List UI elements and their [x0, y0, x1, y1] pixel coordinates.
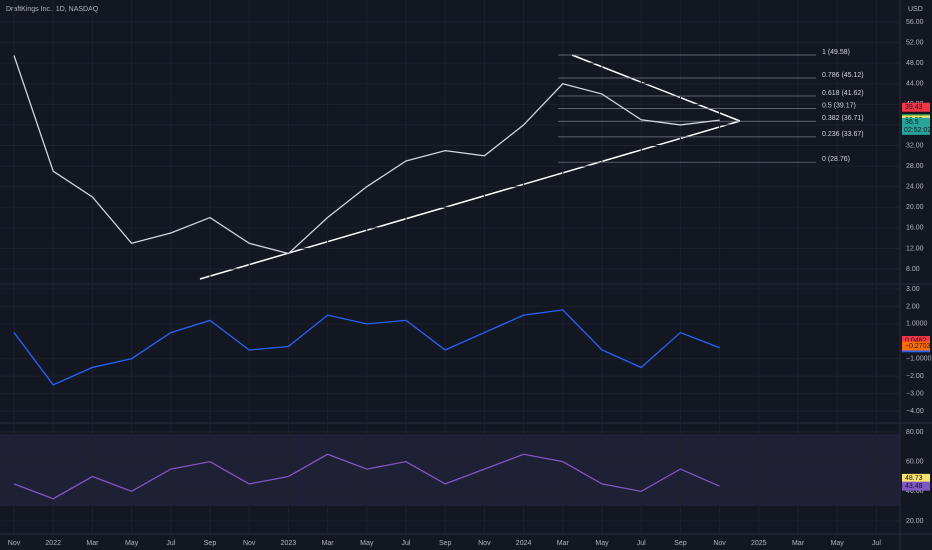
fib-label: 0.382 (36.71): [822, 115, 864, 122]
x-tick-label: Mar: [322, 540, 335, 547]
x-tick-label: Sep: [439, 540, 452, 547]
x-tick-label: Nov: [243, 540, 256, 547]
x-tick-label: Jul: [166, 540, 175, 547]
y-tick-label: 12.00: [906, 245, 924, 252]
x-tick-label: Mar: [557, 540, 570, 547]
x-tick-label: May: [125, 540, 139, 547]
y-tick-label: 52.00: [906, 39, 924, 46]
x-tick-label: May: [595, 540, 609, 547]
y-tick-label: 32.00: [906, 142, 924, 149]
x-tick-label: May: [831, 540, 845, 547]
y-tick-label: 48.00: [906, 60, 924, 67]
y-tick-label: −4.00: [906, 408, 924, 415]
price-label: −0.2703: [905, 343, 931, 350]
price-label-box: [902, 117, 930, 127]
y-tick-label: 40.00: [906, 488, 924, 495]
y-tick-label: 60.00: [906, 459, 924, 466]
fib-label: 0.618 (41.62): [822, 90, 864, 97]
y-tick-label: 1.0000: [906, 321, 928, 328]
x-tick-label: Nov: [478, 540, 491, 547]
y-tick-label: −2.00: [906, 373, 924, 380]
x-tick-label: 2023: [281, 540, 297, 547]
y-tick-label: 56.00: [906, 19, 924, 26]
x-tick-label: Jul: [872, 540, 881, 547]
y-tick-label: 80.00: [906, 429, 924, 436]
price-label-box: [902, 473, 930, 483]
fib-label: 0.786 (45.12): [822, 72, 864, 79]
series-line: [13, 55, 720, 255]
y-tick-label: 20.00: [906, 204, 924, 211]
price-label-box: [902, 341, 930, 351]
x-tick-label: 2022: [45, 540, 61, 547]
rsi-band: [0, 434, 900, 506]
series-line: [13, 309, 720, 386]
x-tick-label: Jul: [637, 540, 646, 547]
currency: USD: [908, 6, 923, 13]
price-label-box: [902, 335, 930, 345]
price-label: 36.5: [905, 119, 919, 126]
series-line: [13, 453, 720, 500]
price-label-box: [902, 481, 930, 491]
x-tick-label: 2025: [751, 540, 767, 547]
y-tick-label: 16.00: [906, 225, 924, 232]
fib-label: 0.5 (39.17): [822, 102, 856, 109]
x-tick-label: Sep: [204, 540, 217, 547]
x-tick-label: May: [360, 540, 374, 547]
countdown: 02:52:02: [904, 127, 931, 134]
y-tick-label: 28.00: [906, 163, 924, 170]
y-tick-label: 24.00: [906, 184, 924, 191]
countdown-box: [902, 125, 930, 135]
fib-label: 0 (28.76): [822, 156, 850, 163]
x-tick-label: Jul: [402, 540, 411, 547]
trendline: [571, 54, 741, 122]
price-label: 0.0462: [905, 337, 927, 344]
x-tick-label: Mar: [86, 540, 99, 547]
y-tick-label: 44.00: [906, 81, 924, 88]
fib-label: 0.236 (33.67): [822, 131, 864, 138]
price-label: 48.73: [905, 475, 923, 482]
x-tick-label: Nov: [8, 540, 21, 547]
fib-label: 1 (49.58): [822, 49, 850, 56]
y-tick-label: −1.0000: [906, 356, 932, 363]
x-tick-label: Nov: [713, 540, 726, 547]
x-tick-label: Mar: [792, 540, 805, 547]
x-tick-label: 2024: [516, 540, 532, 547]
price-label: 43.48: [905, 483, 923, 490]
y-tick-label: 8.00: [906, 266, 920, 273]
y-tick-label: 2.00: [906, 303, 920, 310]
price-label-box: [902, 102, 930, 112]
price-label: 39.43: [905, 104, 923, 111]
y-tick-label: −3.00: [906, 390, 924, 397]
y-tick-label: 20.00: [906, 518, 924, 525]
y-tick-label: 3.00: [906, 286, 920, 293]
title: DraftKings Inc., 1D, NASDAQ: [6, 6, 99, 13]
x-tick-label: Sep: [674, 540, 687, 547]
